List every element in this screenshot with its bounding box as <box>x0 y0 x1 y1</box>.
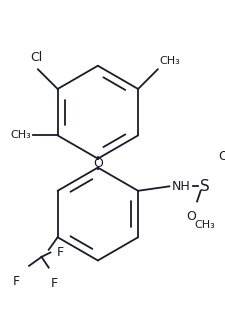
Text: O: O <box>185 210 195 223</box>
Text: CH₃: CH₃ <box>10 131 31 140</box>
Text: O: O <box>217 150 225 163</box>
Text: Cl: Cl <box>30 51 42 64</box>
Text: F: F <box>50 277 57 290</box>
Text: F: F <box>13 275 20 288</box>
Text: S: S <box>199 179 209 194</box>
Text: O: O <box>92 156 102 170</box>
Text: CH₃: CH₃ <box>194 220 214 230</box>
Text: F: F <box>56 246 64 259</box>
Text: CH₃: CH₃ <box>159 56 180 66</box>
Text: NH: NH <box>171 180 190 193</box>
